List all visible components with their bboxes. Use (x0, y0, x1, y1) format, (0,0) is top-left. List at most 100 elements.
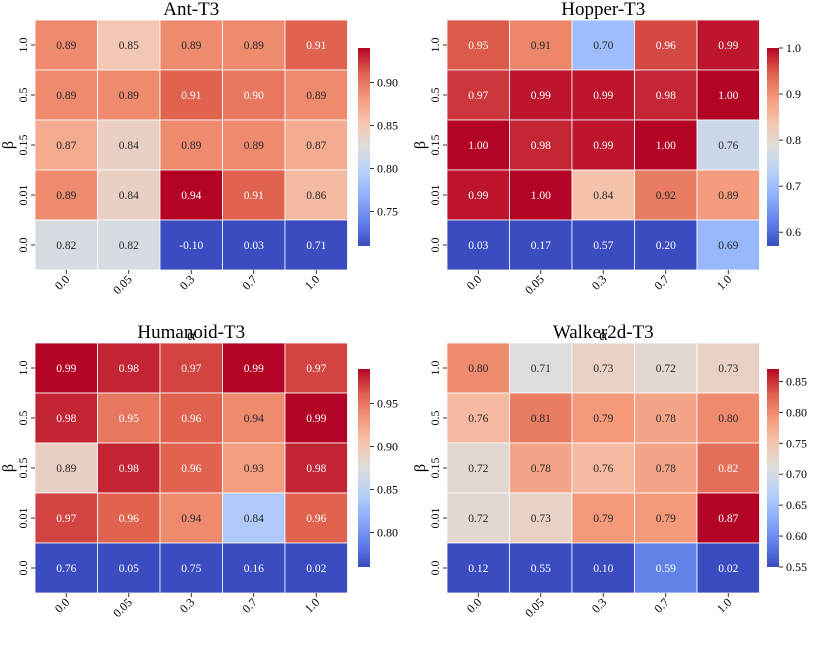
cell-value-label: 0.99 (306, 413, 326, 425)
cell-value-label: 0.76 (56, 563, 76, 575)
heatmap-cell (34, 442, 98, 494)
cell-value-label: 0.90 (244, 90, 264, 102)
cell-value-label: 0.71 (306, 240, 326, 252)
x-tick-label: 0.3 (177, 272, 198, 293)
cell-value-label: 0.76 (468, 413, 488, 425)
heatmap-cell (696, 392, 760, 444)
cell-value-label: 0.98 (531, 140, 551, 152)
heatmap-cell (571, 342, 635, 394)
cell-value-label: 0.99 (468, 190, 488, 202)
x-tick-label: 0.05 (522, 595, 547, 620)
heatmap-panel-hopper-t3: Hopper-T3 0.95 0.91 0.70 0.96 0.99 0.97 0.99 0.9… (412, 0, 801, 344)
cell-value-label: 0.12 (468, 563, 488, 575)
heatmap-cell (571, 492, 635, 544)
x-tick-label: 1.0 (302, 272, 323, 293)
heatmap-panel-humanoid-t3: Humanoid-T3 0.99 0.98 0.97 0.99 0.97 0.98 0.95 0… (0, 322, 398, 620)
heatmap-cell (222, 119, 286, 171)
heatmap-cell (284, 219, 348, 271)
heatmap-cell (571, 219, 635, 271)
chart-title: Hopper-T3 (561, 0, 645, 20)
y-tick-label: 0.01 (428, 185, 442, 206)
cell-value-label: 0.89 (181, 40, 201, 52)
cell-value-label: 0.89 (718, 190, 738, 202)
cell-value-label: 0.96 (181, 413, 201, 425)
heatmap-cell (634, 342, 698, 394)
heatmap-cell (509, 219, 573, 271)
cell-value-label: 0.98 (56, 413, 76, 425)
heatmap-cell (446, 342, 510, 394)
colorbar-tick-label: 0.85 (377, 118, 398, 132)
heatmap-cell (696, 19, 760, 71)
heatmap-cell (34, 69, 98, 121)
cell-value-label: 0.82 (119, 240, 139, 252)
x-tick-label: 0.3 (589, 595, 610, 616)
cell-value-label: 0.70 (593, 40, 613, 52)
heatmap-cell (696, 219, 760, 271)
y-tick-label: 0.0 (16, 238, 30, 253)
y-tick-label: 0.01 (16, 508, 30, 529)
cell-value-label: 0.99 (593, 90, 613, 102)
colorbar-tick-label: 0.65 (786, 498, 807, 512)
y-tick-label: 0.5 (428, 411, 442, 426)
heatmap-cell (34, 542, 98, 594)
cell-value-label: 1.00 (718, 90, 738, 102)
cell-value-label: 0.94 (244, 413, 264, 425)
colorbar-tick-label: 0.55 (786, 560, 807, 574)
y-tick-label: 0.15 (16, 135, 30, 156)
cell-value-label: 0.79 (593, 413, 613, 425)
heatmap-cell (696, 492, 760, 544)
colorbar-tick-label: 0.90 (377, 439, 398, 453)
x-tick-label: 0.05 (110, 595, 135, 620)
heatmap-cell (634, 119, 698, 171)
y-tick-label: 0.5 (428, 88, 442, 103)
heatmap-cell (571, 392, 635, 444)
cell-value-label: 0.96 (119, 513, 139, 525)
heatmap-cell (34, 492, 98, 544)
heatmap-cell (222, 19, 286, 71)
cell-value-label: 0.98 (306, 463, 326, 475)
cell-value-label: 0.99 (718, 40, 738, 52)
x-tick-label: 0.7 (651, 595, 672, 616)
cell-value-label: 0.81 (531, 413, 551, 425)
cell-value-label: 0.89 (56, 90, 76, 102)
heatmap-panel-walker2d-t3: Walker2d-T3 0.80 0.71 0.73 0.72 0.73 0.76 0.81 0… (412, 322, 807, 620)
y-tick-label: 0.0 (428, 238, 442, 253)
colorbar (767, 48, 779, 246)
cell-value-label: 0.99 (56, 363, 76, 375)
heatmap-cell (284, 542, 348, 594)
y-tick-label: 0.15 (428, 135, 442, 156)
cell-value-label: 0.93 (244, 463, 264, 475)
x-tick-label: 0.3 (177, 595, 198, 616)
cell-value-label: 0.89 (244, 140, 264, 152)
heatmap-cell (222, 392, 286, 444)
cell-value-label: 0.73 (531, 513, 551, 525)
cell-value-label: 0.78 (531, 463, 551, 475)
cell-value-label: 0.80 (718, 413, 738, 425)
cell-value-label: 0.78 (656, 463, 676, 475)
heatmap-cell (159, 442, 223, 494)
x-tick-label: 0.7 (239, 272, 260, 293)
heatmap-cell (634, 542, 698, 594)
y-axis-label: β (412, 141, 429, 149)
colorbar (767, 369, 779, 567)
cell-value-label: 0.82 (56, 240, 76, 252)
heatmap-cell (284, 492, 348, 544)
heatmap-cell (222, 342, 286, 394)
x-axis-label: α (599, 327, 608, 344)
cell-value-label: -0.10 (179, 240, 203, 252)
cell-value-label: 0.95 (468, 40, 488, 52)
cell-value-label: 0.16 (244, 563, 264, 575)
cell-value-label: 0.84 (119, 140, 139, 152)
cell-value-label: 0.97 (56, 513, 76, 525)
x-tick-label: 0.0 (464, 272, 485, 293)
cell-value-label: 0.55 (531, 563, 551, 575)
cell-value-label: 0.87 (718, 513, 738, 525)
x-tick-label: 0.7 (651, 272, 672, 293)
cell-value-label: 0.59 (656, 563, 676, 575)
cell-value-label: 0.95 (119, 413, 139, 425)
y-tick-label: 1.0 (428, 38, 442, 53)
chart-title: Humanoid-T3 (137, 322, 245, 343)
cell-value-label: 0.73 (593, 363, 613, 375)
cell-value-label: 0.98 (119, 463, 139, 475)
